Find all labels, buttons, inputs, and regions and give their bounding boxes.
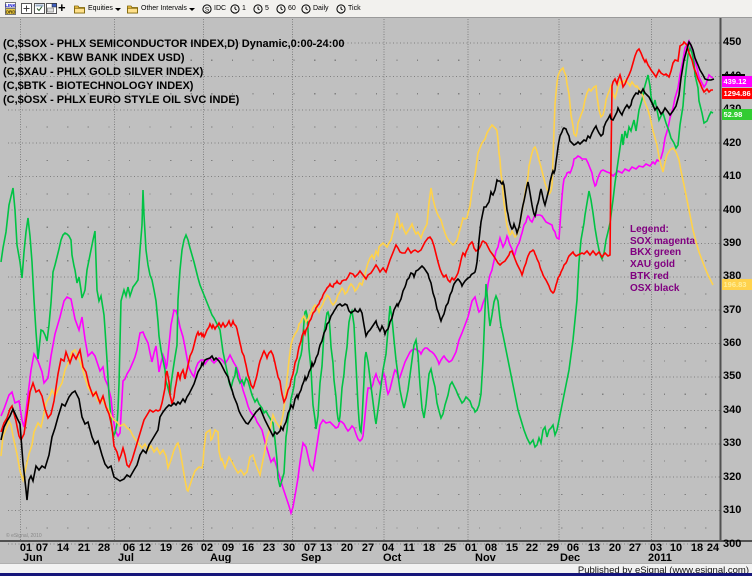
svg-text:LINK: LINK xyxy=(5,3,16,8)
svg-text:S: S xyxy=(205,6,210,13)
svg-text:ORD: ORD xyxy=(6,10,17,15)
